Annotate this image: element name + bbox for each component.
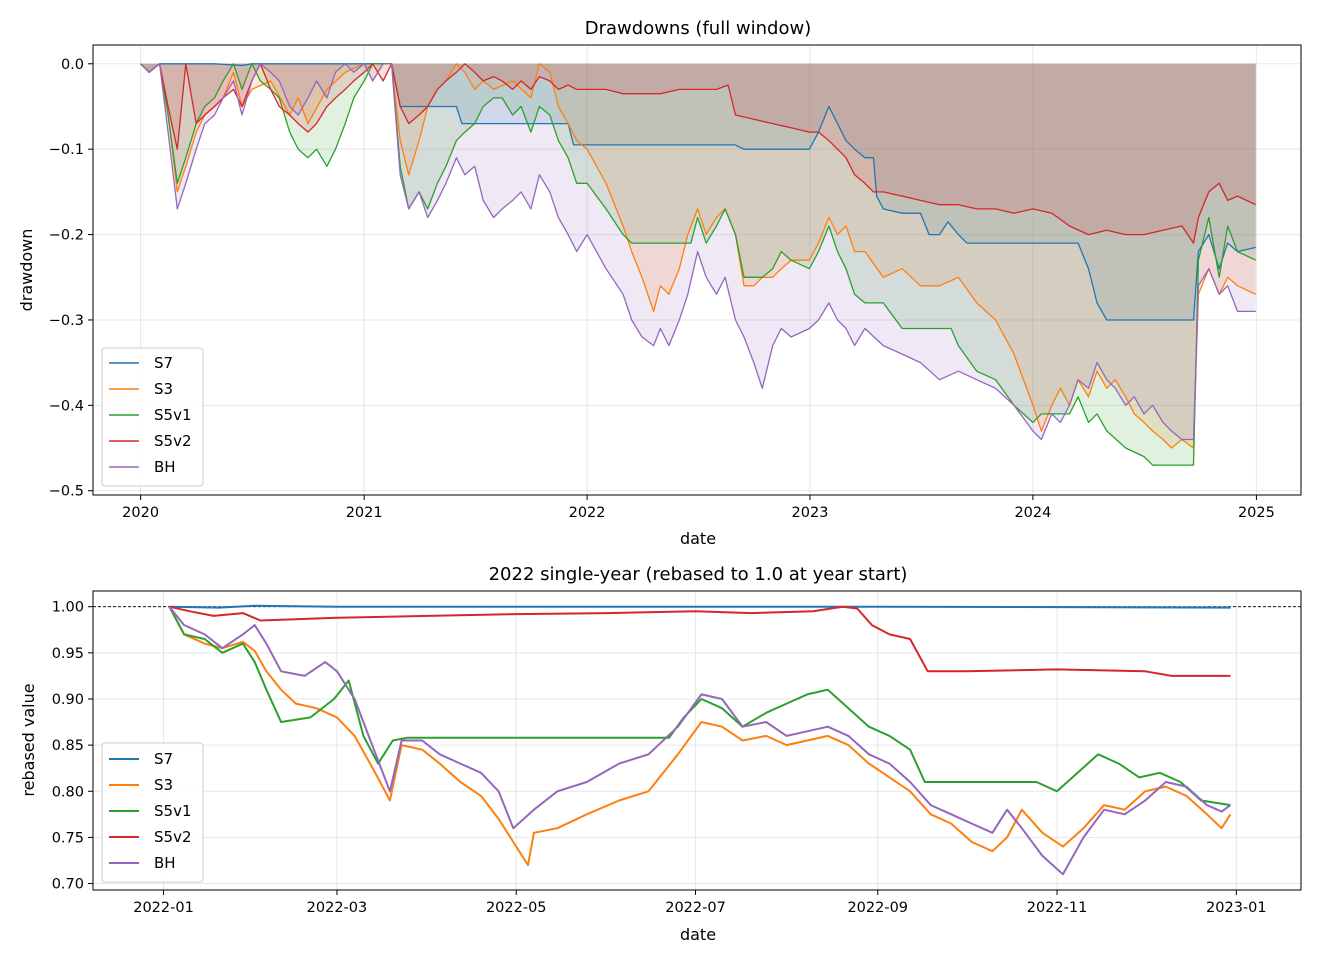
drawdown-chart: Drawdowns (full window) 2020 2021 2022 2023… bbox=[17, 18, 1302, 548]
drawdown-axes-frame bbox=[92, 44, 1302, 496]
drawdown-x-tick-label: 2020 bbox=[122, 505, 159, 521]
rebased-y-tick-label: 0.75 bbox=[52, 830, 84, 846]
drawdown-line-s7 bbox=[140, 63, 1256, 321]
rebased-x-tick-label: 2023-01 bbox=[1206, 900, 1267, 916]
rebased-legend-box bbox=[101, 742, 204, 883]
drawdown-line-s5v2 bbox=[140, 63, 1257, 244]
drawdown-x-label: date bbox=[680, 529, 716, 548]
rebased-x-tick-label: 2022-11 bbox=[1027, 900, 1088, 916]
rebased-x-tick-label: 2022-01 bbox=[133, 900, 194, 916]
drawdown-fill-s7 bbox=[140, 63, 1256, 321]
rebased-lines bbox=[168, 604, 1232, 876]
drawdown-line-bh bbox=[140, 63, 1256, 441]
rebased-y-tick-label: 0.95 bbox=[52, 646, 84, 662]
drawdown-legend: S7 S3 S5v1 S5v2 BH bbox=[101, 347, 204, 487]
drawdown-x-tick-label: 2022 bbox=[569, 505, 606, 521]
rebased-x-tick-label: 2022-07 bbox=[665, 900, 726, 916]
rebased-y-tick-label: 0.85 bbox=[52, 738, 84, 754]
drawdown-x-tick-label: 2025 bbox=[1238, 505, 1275, 521]
rebased-y-tick-label: 0.70 bbox=[52, 877, 84, 893]
drawdown-fill-s3 bbox=[140, 63, 1256, 449]
rebased-y-tick-label: 1.00 bbox=[52, 600, 84, 616]
drawdown-legend-label-s3: S3 bbox=[154, 380, 173, 398]
drawdown-legend-label-s7: S7 bbox=[154, 354, 173, 372]
drawdown-x-tick-label: 2021 bbox=[346, 505, 383, 521]
drawdown-y-label: drawdown bbox=[17, 229, 36, 312]
rebased-chart-title: 2022 single-year (rebased to 1.0 at year… bbox=[489, 564, 908, 585]
drawdown-y-tick-label: 0.0 bbox=[61, 57, 84, 73]
drawdown-chart-title: Drawdowns (full window) bbox=[585, 18, 812, 39]
drawdown-x-ticks: 2020 2021 2022 2023 2024 2025 bbox=[122, 495, 1275, 521]
drawdown-legend-label-bh: BH bbox=[154, 458, 176, 476]
rebased-x-tick-label: 2022-05 bbox=[486, 900, 547, 916]
drawdown-legend-label-s5v2: S5v2 bbox=[154, 432, 192, 450]
drawdown-y-ticks: 0.0 −0.1 −0.2 −0.3 −0.4 −0.5 bbox=[49, 57, 93, 500]
drawdown-y-tick-label: −0.2 bbox=[49, 228, 84, 244]
rebased-line-s5v2 bbox=[169, 605, 1231, 677]
rebased-legend-label-bh: BH bbox=[154, 854, 176, 872]
rebased-axes-frame bbox=[92, 590, 1302, 891]
rebased-y-tick-label: 0.90 bbox=[52, 692, 84, 708]
rebased-x-tick-label: 2022-03 bbox=[307, 900, 368, 916]
rebased-legend-label-s3: S3 bbox=[154, 776, 173, 794]
drawdown-lines bbox=[140, 63, 1257, 466]
rebased-legend-label-s5v2: S5v2 bbox=[154, 828, 192, 846]
drawdown-legend-label-s5v1: S5v1 bbox=[154, 406, 192, 424]
rebased-legend-label-s7: S7 bbox=[154, 750, 173, 768]
rebased-legend: S7 S3 S5v1 S5v2 BH bbox=[101, 742, 204, 883]
rebased-x-ticks: 2022-01 2022-03 2022-05 2022-07 2022-09 2022-… bbox=[133, 890, 1267, 916]
rebased-legend-label-s5v1: S5v1 bbox=[154, 802, 192, 820]
drawdown-line-s5v1 bbox=[140, 63, 1257, 466]
rebased-line-s7 bbox=[169, 604, 1231, 609]
rebased-y-tick-label: 0.80 bbox=[52, 784, 84, 800]
rebased-x-tick-label: 2022-09 bbox=[847, 900, 908, 916]
drawdown-fill-s5v1 bbox=[140, 63, 1256, 466]
drawdown-x-tick-label: 2024 bbox=[1014, 505, 1051, 521]
drawdown-fill-s5v2 bbox=[140, 63, 1256, 244]
rebased-y-label: rebased value bbox=[19, 683, 38, 796]
rebased-chart: 2022 single-year (rebased to 1.0 at year… bbox=[19, 564, 1302, 944]
rebased-x-label: date bbox=[680, 925, 716, 944]
drawdown-x-tick-label: 2023 bbox=[792, 505, 829, 521]
drawdown-y-tick-label: −0.5 bbox=[49, 484, 84, 500]
drawdown-y-tick-label: −0.1 bbox=[49, 142, 84, 158]
drawdown-legend-box bbox=[101, 347, 204, 487]
drawdown-grid bbox=[93, 45, 1301, 495]
rebased-y-ticks: 0.70 0.75 0.80 0.85 0.90 0.95 1.00 bbox=[52, 600, 93, 893]
rebased-line-bh bbox=[168, 606, 1232, 876]
drawdown-y-tick-label: −0.3 bbox=[49, 313, 84, 329]
drawdown-y-tick-label: −0.4 bbox=[49, 398, 84, 414]
drawdown-line-s3 bbox=[140, 63, 1257, 449]
